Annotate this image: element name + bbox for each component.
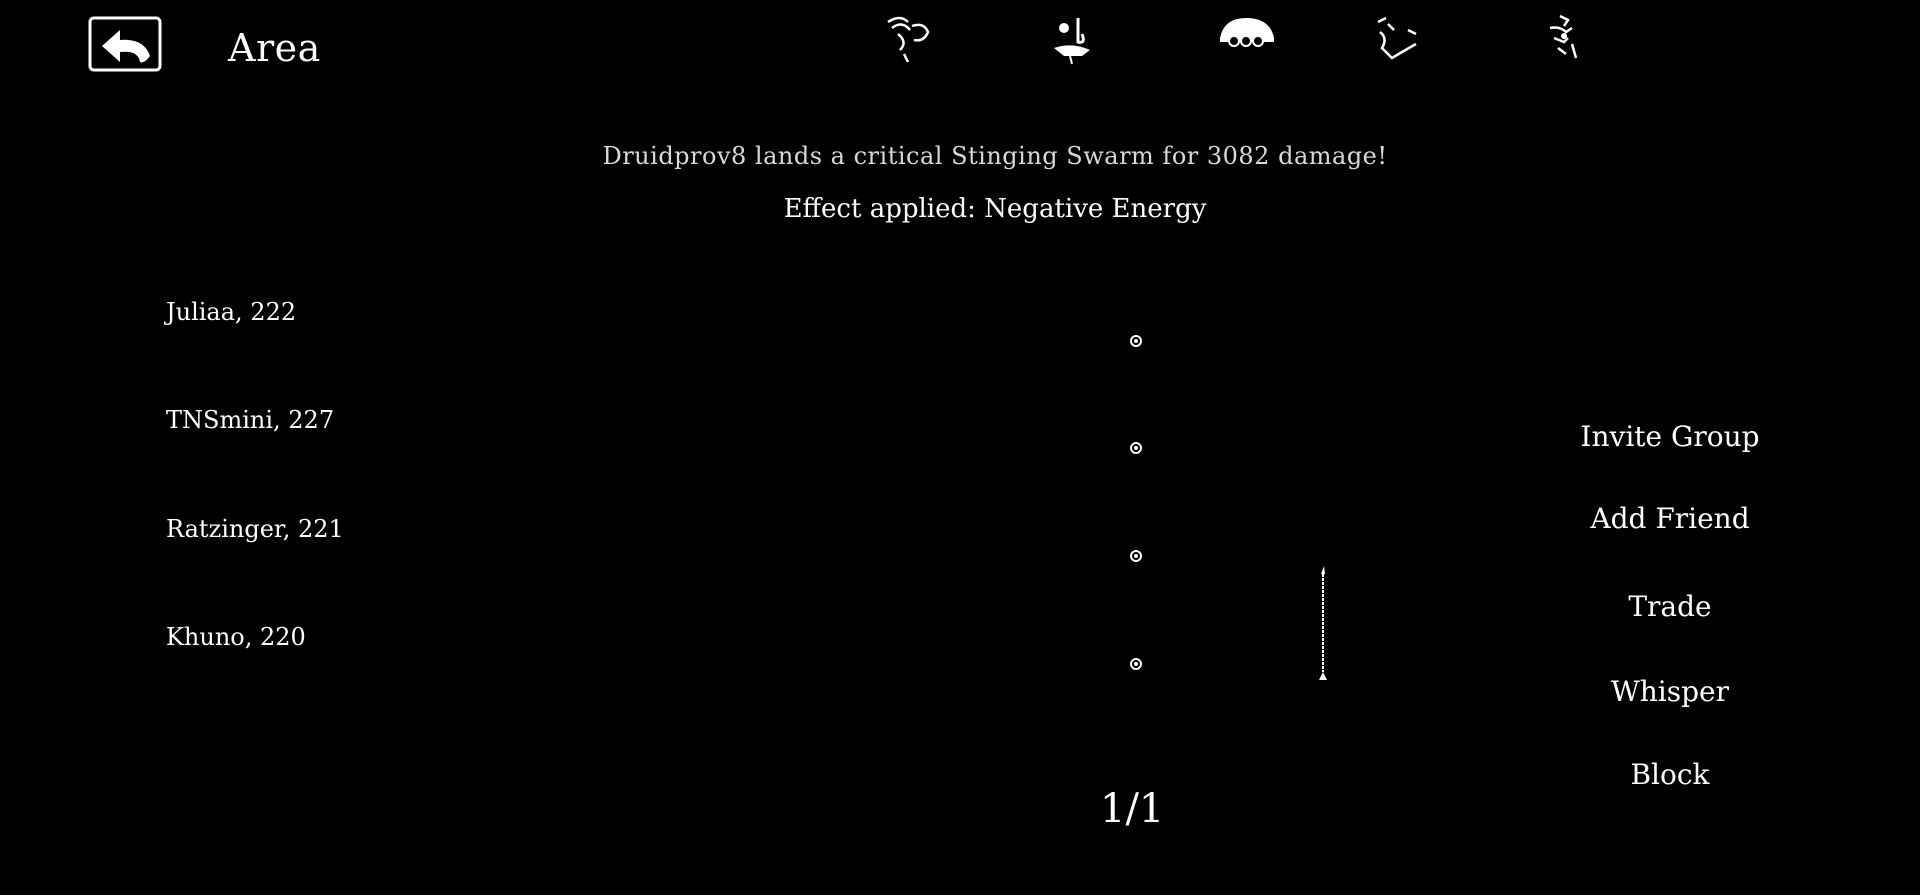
back-arrow-icon [88,16,162,72]
player-select-icon[interactable] [1128,333,1144,349]
skull-icon[interactable] [1216,8,1276,68]
list-scrollbar[interactable] [1316,564,1330,682]
invite-group-button[interactable]: Invite Group [1580,420,1760,453]
trade-button[interactable]: Trade [1628,590,1712,623]
player-select-icon[interactable] [1128,656,1144,672]
player-row[interactable]: Juliaa, 222 [166,298,297,326]
player-row[interactable]: TNSmini, 227 [166,406,335,434]
add-friend-button[interactable]: Add Friend [1590,502,1750,535]
page-indicator: 1/1 [1100,786,1165,832]
block-button[interactable]: Block [1630,758,1710,791]
combat-log-line: Druidprov8 lands a critical Stinging Swa… [602,142,1388,170]
player-row[interactable]: Ratzinger, 221 [166,515,344,543]
player-select-icon[interactable] [1128,440,1144,456]
effect-applied-line: Effect applied: Negative Energy [783,194,1207,224]
back-button[interactable] [88,16,162,72]
player-row[interactable]: Khuno, 220 [166,623,306,651]
player-select-icon[interactable] [1128,548,1144,564]
map-icon[interactable] [1368,8,1428,68]
social-icon[interactable] [1042,8,1102,68]
emote-icon[interactable] [878,8,938,68]
page-title: Area [228,26,321,70]
whisper-button[interactable]: Whisper [1610,675,1729,708]
settings-icon[interactable] [1536,8,1596,68]
